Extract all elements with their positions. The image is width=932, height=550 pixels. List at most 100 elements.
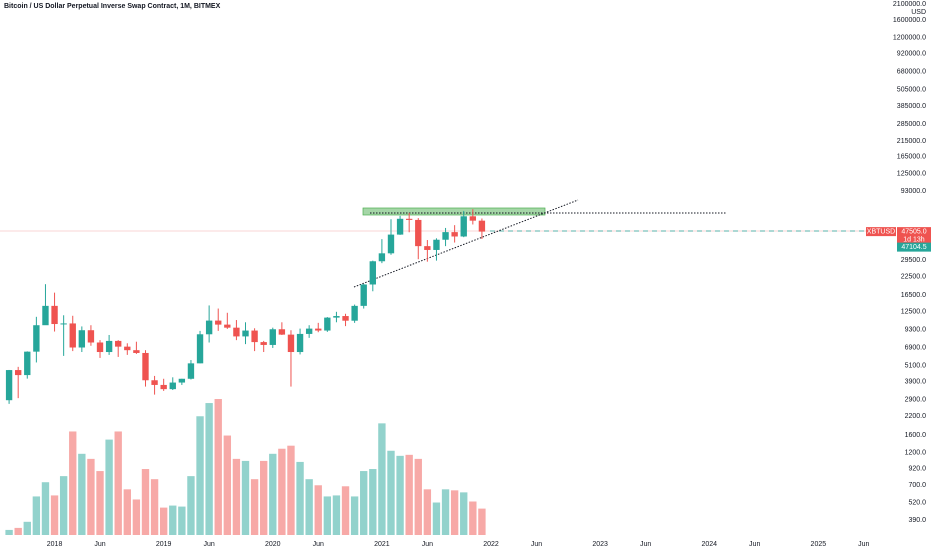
y-tick-label: 6900.0 [905, 344, 927, 351]
volume-bar [314, 485, 322, 535]
y-tick-label: 680000.0 [897, 69, 926, 76]
candle-body [296, 333, 304, 353]
y-tick-label: 1200.0 [905, 449, 927, 456]
volume-bar [432, 502, 441, 535]
volume-bar [223, 435, 232, 535]
candle-body [460, 216, 467, 237]
volume-bar [278, 448, 286, 535]
volume-bar [441, 489, 450, 535]
y-tick-label: 385000.0 [897, 103, 926, 110]
candle-body [305, 328, 313, 334]
candle-body [105, 340, 113, 353]
last-price-badge [897, 227, 931, 245]
trend-line [353, 199, 579, 288]
volume-bar [360, 471, 368, 535]
x-tick-label: 2025 [811, 541, 827, 548]
symbol-label: XBTUSD [867, 228, 895, 235]
candle-body [187, 363, 195, 379]
volume-bar [460, 492, 468, 535]
x-tick-label: 2019 [156, 541, 172, 548]
candle-body [78, 330, 86, 348]
volume-bar [178, 506, 186, 535]
y-tick-label: 9300.0 [905, 326, 927, 333]
candle-body [24, 351, 31, 376]
volume-bar [96, 471, 104, 535]
x-tick-label: Jun [94, 541, 105, 548]
candle-body [196, 334, 204, 364]
volume-bar [159, 507, 168, 535]
x-tick-label: Jun [203, 541, 214, 548]
candle-body [369, 261, 376, 285]
candle-body [96, 342, 104, 353]
candle-body [315, 328, 322, 331]
candle-body [269, 329, 276, 345]
candle-body [133, 350, 140, 353]
volume-bar [260, 460, 268, 535]
volume-bar [269, 453, 277, 535]
volume-bar [332, 495, 341, 535]
volume-bar [132, 499, 141, 535]
candle-body [405, 218, 413, 220]
x-tick-label: 2023 [592, 541, 608, 548]
candle-body [442, 232, 449, 240]
y-tick-label: 1200000.0 [893, 34, 926, 41]
y-tick-label: 1600000.0 [893, 17, 926, 24]
y-tick-label: 2100000.0 [893, 1, 926, 8]
volume-bar [387, 450, 395, 535]
candle-body [224, 324, 231, 328]
volume-bar [296, 461, 304, 535]
mark-price-badge [897, 242, 931, 252]
y-tick-label: 1600.0 [905, 432, 927, 439]
volume-bar [323, 496, 332, 535]
volume-bar [114, 431, 122, 535]
candle-body [415, 219, 422, 247]
volume-bar [205, 403, 213, 535]
y-tick-label: 2900.0 [905, 396, 927, 403]
y-tick-label: 165000.0 [897, 154, 926, 161]
candle-body [287, 334, 295, 353]
countdown-label: 1d 13h [903, 236, 925, 243]
volume-bar [450, 490, 459, 535]
volume-bar [169, 505, 177, 535]
chart-title: Bitcoin / US Dollar Perpetual Inverse Sw… [4, 3, 221, 10]
volume-bar [369, 469, 377, 535]
candle-body [233, 327, 240, 337]
volume-bar [150, 479, 159, 535]
volume-bar [378, 423, 386, 535]
y-tick-label: 920.0 [908, 465, 926, 472]
volume-bar [305, 479, 313, 535]
candle-body [87, 330, 95, 343]
x-tick-label: Jun [858, 541, 869, 548]
y-tick-label: 2200.0 [905, 413, 927, 420]
volume-bar [50, 495, 59, 535]
candle-body [278, 329, 286, 335]
volume-bar [5, 529, 13, 535]
mark-price-label: 47104.5 [901, 244, 926, 251]
y-tick-label: 215000.0 [897, 138, 926, 145]
candle-body [333, 316, 340, 318]
y-tick-label: 700.0 [908, 482, 926, 489]
currency-label: USD [911, 9, 926, 16]
volume-bar [41, 482, 50, 535]
candle-body [424, 246, 431, 250]
candle-body [251, 330, 258, 343]
volume-bar [423, 489, 432, 535]
candle-body [51, 305, 58, 325]
candle-body [142, 352, 149, 381]
volume-bar [69, 431, 77, 535]
candle-body [378, 253, 386, 262]
candle-body [69, 323, 76, 348]
volume-bar [59, 476, 68, 535]
candle-body [60, 323, 67, 325]
candle-body [260, 342, 267, 345]
candle-body [396, 218, 404, 235]
y-tick-label: 520.0 [908, 500, 926, 507]
x-tick-label: 2018 [47, 541, 63, 548]
candle-body [33, 325, 40, 352]
volume-bar [241, 460, 250, 535]
volume-bar [350, 496, 359, 535]
x-tick-label: 2020 [265, 541, 281, 548]
candle-body [115, 340, 122, 347]
y-tick-label: 3900.0 [905, 379, 927, 386]
